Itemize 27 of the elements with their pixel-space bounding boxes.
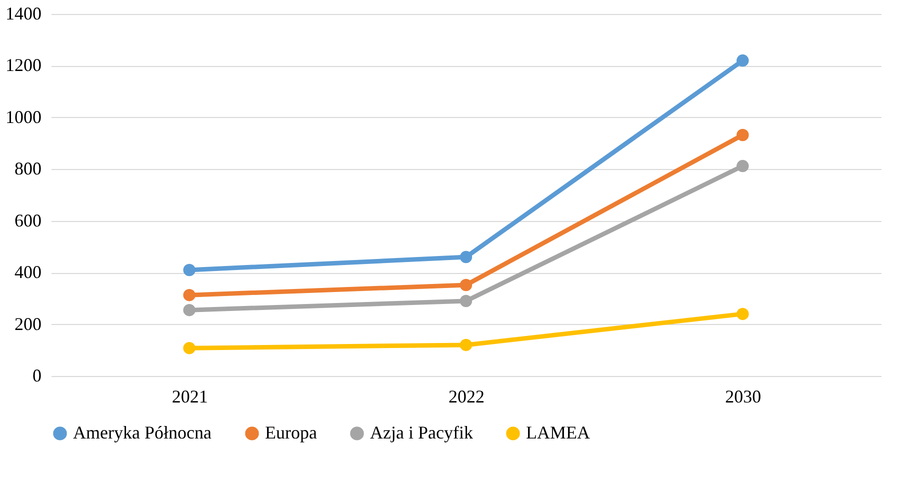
point <box>460 294 472 308</box>
legend-label: LAMEA <box>526 422 590 442</box>
legend-label: Europa <box>265 422 317 442</box>
y-tick-label: 0 <box>32 366 42 386</box>
y-tick-label: 1200 <box>6 55 42 76</box>
point <box>183 342 196 354</box>
x-tick-label: 2021 <box>172 386 208 406</box>
y-tick-label: 1400 <box>6 4 42 24</box>
point <box>736 308 749 320</box>
point <box>460 250 472 264</box>
point <box>736 128 749 142</box>
y-tick-label: 600 <box>14 210 42 230</box>
y-tick-label: 1000 <box>6 106 42 127</box>
point <box>736 54 749 67</box>
x-tick-label: 2030 <box>725 386 762 406</box>
point <box>183 304 196 316</box>
y-tick-label: 200 <box>14 314 42 334</box>
point <box>183 264 196 276</box>
x-tick-label: 2022 <box>448 386 484 406</box>
legend-label: Ameryka Północna <box>73 422 212 442</box>
point <box>183 288 196 302</box>
point <box>460 278 472 292</box>
y-tick-label: 400 <box>14 262 42 282</box>
legend-label: Azja i Pacyfik <box>370 422 473 442</box>
point <box>460 338 472 352</box>
y-tick-label: 800 <box>14 158 42 179</box>
point <box>736 160 749 172</box>
